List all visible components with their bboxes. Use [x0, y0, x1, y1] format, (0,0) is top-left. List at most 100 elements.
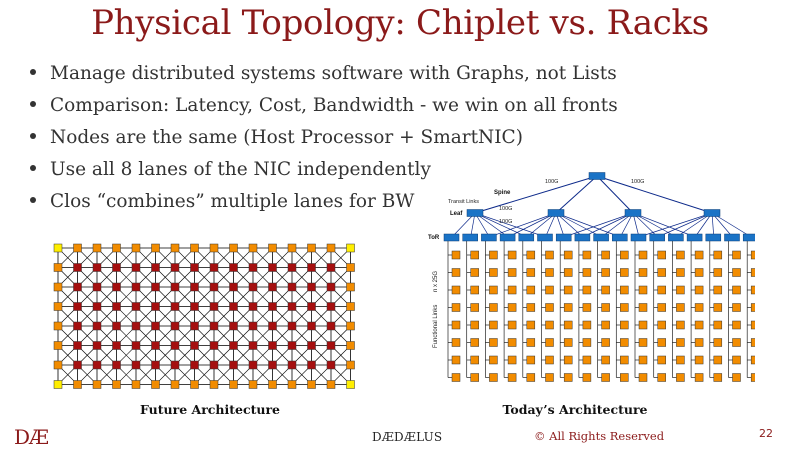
server-node: [657, 303, 666, 312]
leaf-tor-link: [601, 212, 634, 238]
server-node: [582, 373, 592, 382]
tor-switch: [518, 233, 535, 242]
server-node: [657, 373, 666, 382]
server-node: [526, 338, 536, 347]
tor-switch: [630, 233, 647, 242]
server-node: [676, 320, 685, 330]
server-node: [563, 250, 573, 260]
mesh-inner-node: [326, 341, 336, 350]
mesh-inner-node: [112, 321, 121, 331]
server-node: [601, 285, 610, 295]
server-node: [451, 338, 461, 347]
mesh-inner-node: [73, 263, 82, 272]
server-node: [713, 320, 723, 330]
server-node: [545, 320, 554, 330]
server-node: [657, 320, 666, 330]
tor-switch: [481, 233, 497, 242]
mesh-edge-node: [112, 243, 121, 253]
leaf-tor-link: [632, 212, 640, 238]
server-node: [545, 303, 554, 312]
mesh-edge-node: [307, 243, 316, 253]
server-node: [676, 268, 685, 277]
mesh-edge-node: [346, 360, 355, 370]
mesh-edge-node: [229, 243, 238, 253]
server-node: [563, 303, 573, 312]
server-node: [657, 250, 666, 260]
tor-switch: [686, 233, 703, 242]
mesh-inner-node: [229, 321, 238, 331]
leaf-tor-link: [582, 212, 634, 238]
server-node: [657, 355, 666, 365]
mesh-inner-node: [229, 360, 238, 370]
tor-switch: [537, 233, 553, 242]
server-node: [582, 268, 592, 277]
server-node: [657, 285, 666, 295]
server-node: [620, 250, 629, 260]
mesh-edge-node: [248, 243, 258, 253]
mesh-edge-node: [287, 380, 297, 389]
mesh-edge-node: [73, 243, 82, 253]
mesh-edge-node: [268, 380, 277, 389]
server-node: [676, 303, 685, 312]
server-node: [470, 373, 479, 382]
mesh-inner-node: [92, 321, 102, 331]
server-node: [545, 355, 554, 365]
server-node: [694, 268, 704, 277]
server-node: [526, 320, 536, 330]
mesh-inner-node: [268, 263, 277, 272]
leaf-tor-link: [694, 212, 713, 238]
mesh-corner-node: [346, 243, 355, 253]
leaf-tor-link: [555, 212, 621, 238]
mesh-inner-node: [151, 282, 160, 292]
transit-link: [596, 175, 713, 214]
server-node: [526, 373, 536, 382]
server-node: [545, 373, 554, 382]
leaf-tor-link: [632, 212, 696, 238]
server-node: [601, 320, 610, 330]
mesh-inner-node: [268, 360, 277, 370]
mesh-inner-node: [248, 321, 258, 331]
mesh-inner-node: [73, 302, 82, 311]
leaf-tor-link: [632, 212, 658, 238]
mesh-inner-node: [268, 302, 277, 311]
mesh-inner-node: [190, 282, 199, 292]
mesh-edge-node: [307, 380, 316, 389]
mesh-inner-node: [190, 341, 199, 350]
spine-switch: [588, 172, 606, 180]
server-node: [676, 250, 685, 260]
mesh-edge-node: [287, 243, 297, 253]
mesh-inner-node: [307, 282, 316, 292]
mesh-inner-node: [248, 341, 258, 350]
server-node: [638, 268, 648, 277]
server-node: [526, 268, 536, 277]
server-node: [713, 285, 723, 295]
server-node: [601, 303, 610, 312]
today-architecture-clos: 100G 100G Spine Transit Links 100G Leaf …: [428, 172, 755, 382]
server-node: [601, 338, 610, 347]
mesh-inner-node: [248, 263, 258, 272]
server-node: [676, 285, 685, 295]
server-node: [657, 338, 666, 347]
mesh-edge-node: [268, 243, 277, 253]
leaf-tor-link: [474, 212, 509, 238]
mesh-edge-node: [73, 380, 82, 389]
server-node: [526, 285, 536, 295]
server-node: [620, 338, 629, 347]
leaf-switch: [547, 209, 565, 217]
bullet-list: Manage distributed systems software with…: [30, 60, 618, 220]
server-node: [563, 373, 573, 382]
server-node: [694, 303, 704, 312]
bullet-item: Manage distributed systems software with…: [30, 60, 618, 92]
server-node: [620, 285, 629, 295]
leaf-tor-link: [555, 212, 584, 238]
server-node: [582, 285, 592, 295]
future-architecture-mesh: [53, 243, 355, 389]
server-node: [526, 303, 536, 312]
mesh-inner-node: [326, 321, 336, 331]
server-node: [676, 338, 685, 347]
server-node: [694, 320, 704, 330]
tor-switch: [574, 233, 591, 242]
server-node: [470, 355, 479, 365]
server-node: [507, 268, 517, 277]
mesh-inner-node: [112, 341, 121, 350]
